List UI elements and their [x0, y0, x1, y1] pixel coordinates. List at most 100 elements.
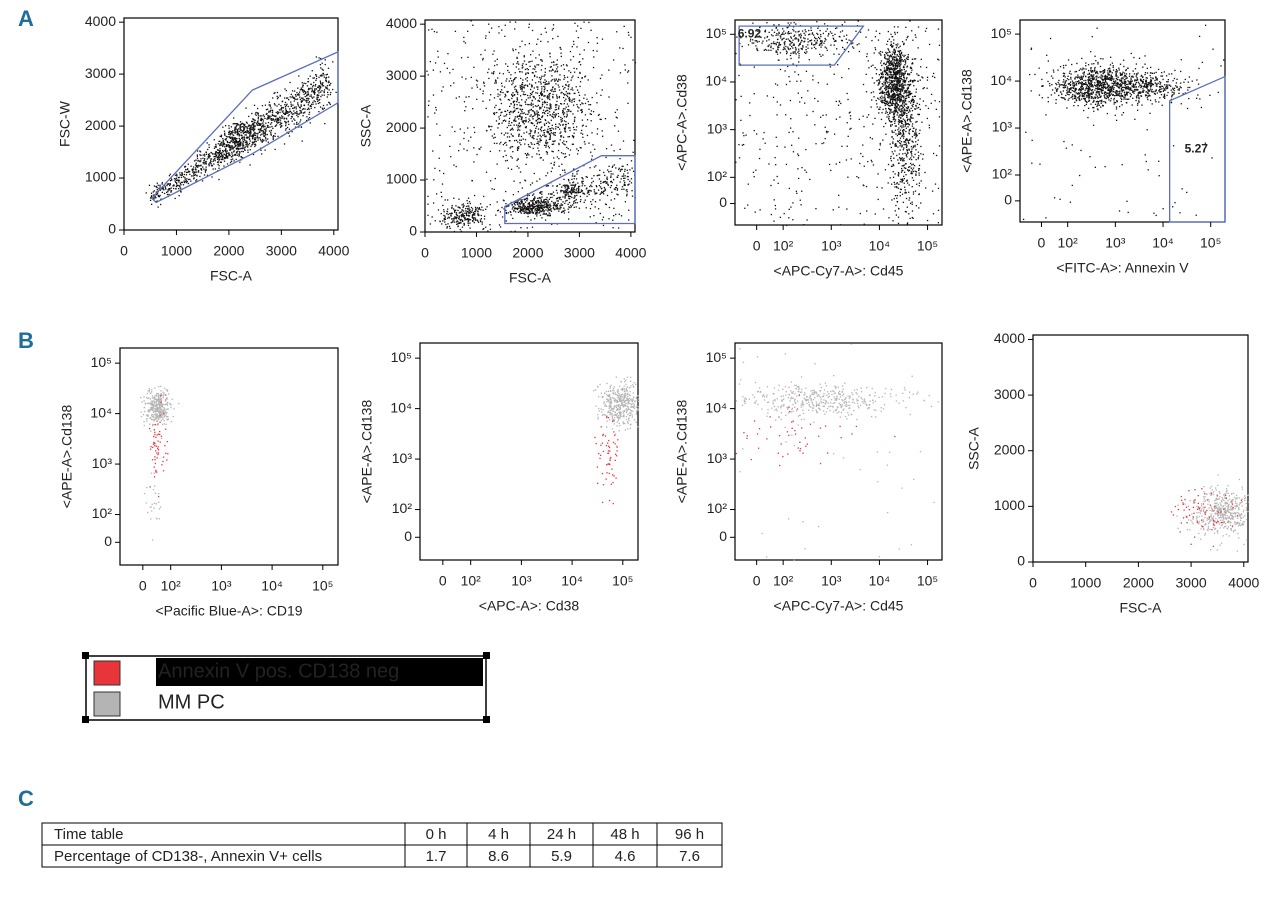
- event-dot: [527, 72, 529, 74]
- event-dot: [250, 128, 252, 130]
- event-dot: [317, 96, 319, 98]
- event-dot: [252, 118, 255, 121]
- event-dot: [909, 202, 912, 205]
- event-dot: [626, 175, 629, 178]
- event-dot: [895, 70, 897, 73]
- event-dot: [605, 147, 608, 150]
- event-dot: [255, 140, 257, 143]
- event-dot: [623, 25, 625, 27]
- event-dot: [517, 200, 519, 202]
- event-dot: [522, 209, 525, 211]
- event-dot: [272, 97, 274, 99]
- event-dot: [894, 76, 896, 78]
- event-dot: [581, 102, 583, 104]
- event-dot: [457, 149, 460, 152]
- event-dot: [250, 126, 252, 129]
- event-dot: [901, 58, 903, 61]
- event-dot: [896, 110, 898, 112]
- event-dot: [627, 82, 629, 84]
- event-dot: [527, 203, 529, 205]
- event-dot: [894, 150, 896, 152]
- event-dot: [911, 114, 913, 116]
- event-dot: [908, 213, 910, 215]
- event-dot: [610, 184, 612, 187]
- event-dot: [528, 212, 530, 214]
- event-dot: [545, 174, 547, 177]
- event-dot: [270, 129, 273, 132]
- event-dot: [551, 196, 553, 198]
- event-dot: [559, 79, 561, 81]
- event-dot: [554, 90, 556, 92]
- event-dot: [559, 196, 561, 199]
- event-dot: [540, 156, 542, 159]
- event-dot: [902, 101, 904, 104]
- event-dot: [562, 88, 565, 90]
- event-dot: [541, 196, 543, 198]
- event-dot: [608, 165, 610, 168]
- event-dot: [536, 180, 538, 182]
- event-dot: [624, 201, 627, 203]
- event-dot: [536, 116, 539, 118]
- event-dot: [245, 121, 248, 123]
- event-dot: [550, 70, 552, 72]
- event-dot: [896, 72, 898, 74]
- event-dot: [908, 124, 911, 126]
- event-dot: [900, 60, 902, 63]
- event-dot: [897, 175, 900, 177]
- event-dot: [537, 142, 539, 144]
- event-dot: [902, 129, 904, 132]
- event-dot: [545, 110, 547, 112]
- event-dot: [559, 47, 561, 49]
- event-dot: [539, 134, 541, 136]
- event-dot: [487, 230, 489, 232]
- event-dot: [459, 211, 462, 214]
- event-dot: [302, 97, 304, 100]
- event-dot: [536, 114, 539, 116]
- event-dot: [530, 219, 532, 221]
- event-dot: [582, 136, 584, 139]
- event-dot: [914, 58, 917, 60]
- event-dot: [323, 74, 325, 76]
- event-dot: [537, 135, 539, 137]
- event-dot: [483, 218, 486, 220]
- event-dot: [906, 223, 909, 225]
- event-dot: [488, 68, 490, 70]
- event-dot: [902, 201, 904, 203]
- event-dot: [903, 182, 905, 184]
- event-dot: [588, 21, 590, 24]
- event-dot: [473, 66, 475, 69]
- event-dot: [283, 112, 285, 115]
- event-dot: [566, 186, 568, 188]
- event-dot: [885, 72, 888, 74]
- event-dot: [471, 210, 473, 212]
- event-dot: [558, 196, 560, 199]
- event-dot: [905, 95, 907, 98]
- event-dot: [514, 204, 516, 206]
- event-dot: [516, 124, 518, 126]
- event-dot: [891, 151, 893, 153]
- event-dot: [905, 173, 907, 176]
- event-dot: [544, 27, 546, 29]
- event-dot: [262, 122, 264, 124]
- event-dot: [268, 115, 271, 117]
- event-dot: [902, 73, 905, 75]
- event-dot: [565, 200, 567, 202]
- event-dot: [568, 70, 570, 72]
- event-dot: [901, 134, 904, 136]
- event-dot: [903, 108, 906, 110]
- event-dot: [271, 114, 274, 116]
- event-dot: [292, 97, 295, 99]
- event-dot: [482, 92, 484, 95]
- event-dot: [237, 132, 239, 134]
- event-dot: [627, 178, 629, 181]
- event-dot: [890, 90, 893, 92]
- event-dot: [455, 221, 457, 223]
- event-dot: [908, 74, 910, 76]
- event-dot: [552, 27, 554, 30]
- event-dot: [293, 107, 295, 109]
- event-dot: [551, 75, 553, 77]
- event-dot: [562, 169, 564, 171]
- event-dot: [450, 85, 452, 87]
- event-dot: [153, 190, 156, 192]
- event-dot: [482, 209, 484, 211]
